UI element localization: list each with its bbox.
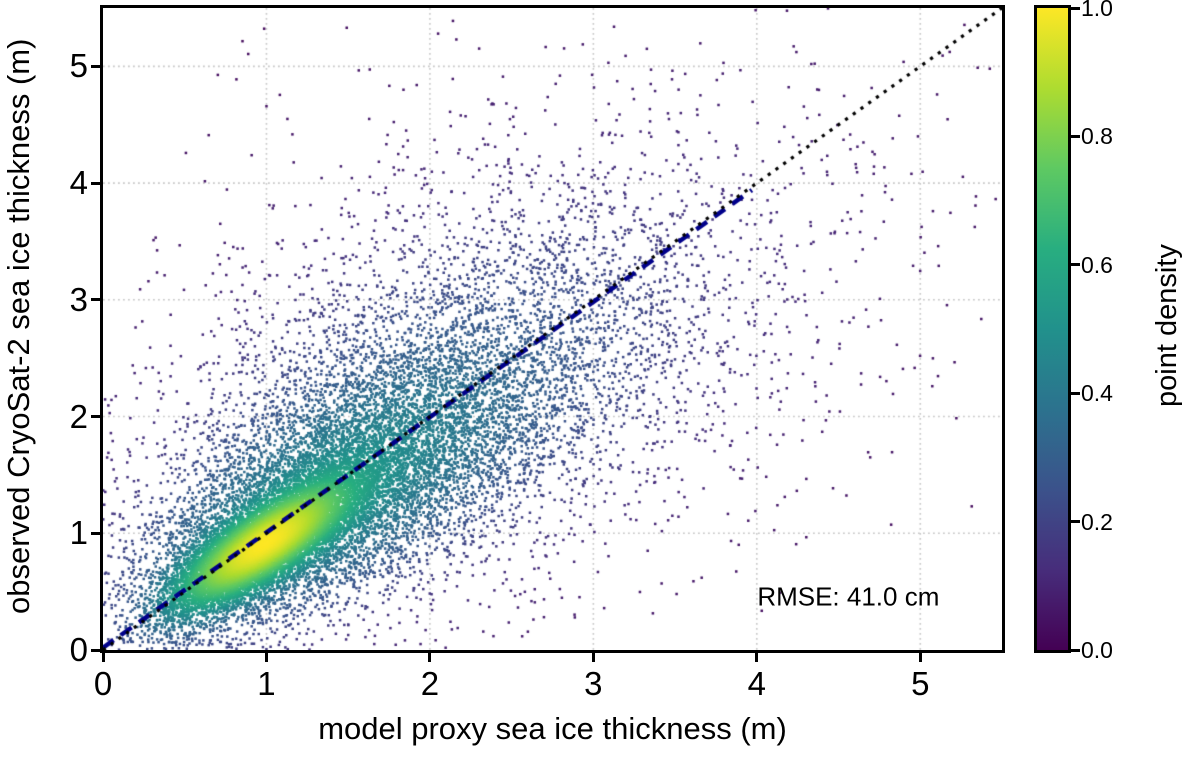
x-tick-mark	[264, 653, 268, 662]
colorbar	[1034, 5, 1071, 653]
colorbar-tick-mark	[1071, 263, 1080, 267]
x-tick-label: 3	[584, 665, 603, 702]
x-axis-label: model proxy sea ice thickness (m)	[318, 711, 787, 746]
x-tick-mark	[591, 653, 595, 662]
x-tick-label: 1	[257, 665, 276, 702]
y-axis-label: observed CryoSat-2 sea ice thickness (m)	[1, 38, 36, 614]
y-tick-mark	[91, 298, 100, 302]
colorbar-tick-mark	[1071, 391, 1080, 395]
y-tick-mark	[91, 531, 100, 535]
y-tick-mark	[91, 648, 100, 652]
y-tick-label: 5	[69, 47, 88, 85]
colorbar-tick-label: 1.0	[1081, 0, 1113, 21]
x-tick-mark	[755, 653, 759, 662]
y-tick-label: 4	[69, 164, 88, 202]
colorbar-tick-label: 0.6	[1081, 251, 1113, 278]
y-tick-label: 2	[69, 397, 88, 435]
x-tick-label: 2	[420, 665, 440, 702]
x-tick-mark	[428, 653, 432, 662]
y-tick-label: 3	[69, 280, 88, 318]
colorbar-tick-mark	[1071, 6, 1080, 10]
colorbar-tick-mark	[1071, 520, 1080, 524]
rmse-annotation: RMSE: 41.0 cm	[757, 581, 940, 612]
colorbar-gradient	[1037, 8, 1068, 650]
colorbar-tick-label: 0.0	[1081, 637, 1113, 663]
colorbar-tick-label: 0.2	[1081, 508, 1113, 535]
y-tick-mark	[91, 415, 100, 419]
x-tick-label: 5	[911, 665, 930, 702]
colorbar-tick-label: 0.8	[1081, 123, 1113, 150]
y-tick-mark	[91, 64, 100, 68]
colorbar-tick-label: 0.4	[1081, 380, 1113, 407]
x-tick-mark	[918, 653, 922, 662]
y-tick-label: 0	[69, 631, 88, 668]
y-tick-label: 1	[69, 514, 88, 552]
colorbar-tick-mark	[1071, 134, 1080, 138]
plot-area: RMSE: 41.0 cm	[100, 5, 1005, 653]
colorbar-tick-mark	[1071, 648, 1080, 652]
colorbar-label: point density	[1151, 244, 1183, 408]
x-tick-label: 4	[747, 665, 766, 702]
x-tick-mark	[101, 653, 105, 662]
scatter-canvas	[103, 8, 1002, 650]
y-tick-mark	[91, 181, 100, 185]
x-tick-label: 0	[93, 665, 113, 702]
